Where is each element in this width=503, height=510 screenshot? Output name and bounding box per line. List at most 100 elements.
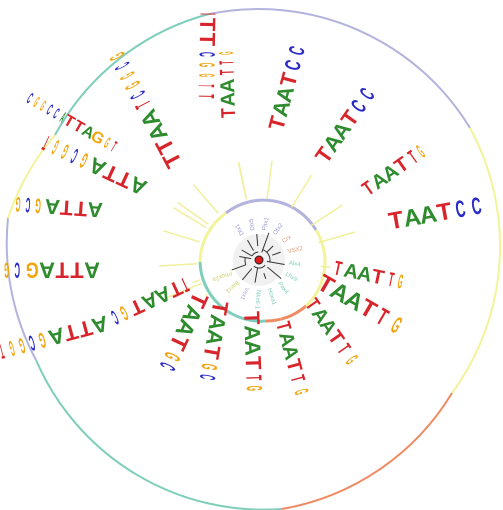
motif-letter: G (58, 139, 72, 163)
motif-letter: T (193, 84, 217, 87)
motif-letter: C (470, 192, 484, 221)
outer-ring-salmon-bottom (281, 392, 453, 510)
motif-letter: A (267, 98, 295, 120)
spoke-line (205, 293, 208, 297)
name-label: Alx4 (288, 261, 301, 269)
motif-letter: T (195, 32, 220, 46)
tree-branch (254, 267, 259, 283)
motif-letter: T (0, 338, 6, 363)
name-label: Phox2a (211, 269, 233, 282)
motif-letter: G (194, 73, 218, 77)
name-label: Dlx1 (234, 222, 246, 236)
motif-letter: C (453, 195, 467, 224)
motif-letter: G (194, 63, 219, 68)
motif-letter: A (39, 257, 55, 282)
motif-letter: T (217, 60, 239, 64)
inner-ring-lavender (225, 198, 318, 231)
motif-letter: T (217, 69, 239, 76)
motif-letter: C (14, 257, 20, 281)
motif-letter: A (240, 340, 266, 357)
tree-branch (266, 245, 274, 253)
tree-branch (239, 256, 252, 260)
motif-letter: C (280, 58, 306, 73)
motif-letter: G (15, 192, 21, 215)
spoke-line (266, 160, 273, 199)
motif-letter: A (217, 78, 239, 93)
motif-letter: I (195, 13, 219, 15)
name-label: Dlx5 (249, 217, 257, 230)
outer-ring-lavender-left (5, 217, 37, 361)
motif-letter: A (84, 257, 100, 282)
name-label: Nkx6-1 (253, 290, 260, 310)
tree-arc (253, 264, 266, 269)
motif-letter: A (240, 325, 266, 342)
tree-arc (262, 249, 271, 262)
outer-ring-teal-bottom (35, 359, 283, 510)
name-label: Otx2 (273, 222, 285, 236)
outer-ring-teal-top (54, 13, 210, 136)
tree-branch (241, 249, 253, 257)
outer-ring (5, 8, 502, 510)
spoke-line (173, 207, 207, 229)
inner-ring-salmon (265, 304, 307, 323)
motif-letter: T (239, 311, 264, 326)
spoke-line (320, 265, 331, 268)
motif-letter: A (274, 330, 299, 350)
motif-letter: T (206, 299, 233, 317)
motif-letter: T (332, 257, 344, 280)
motif-letter: A (278, 343, 303, 363)
outer-ring-yellow-left (7, 134, 56, 219)
motif-letter: A (201, 327, 228, 347)
motif-letter: T (241, 356, 266, 371)
spoke-line (192, 279, 201, 284)
motif-letter: C (25, 192, 31, 215)
spoke-line (192, 184, 219, 214)
motif-letter: G (34, 193, 41, 216)
motif-letter: G (37, 98, 49, 115)
motif-letter: G (6, 335, 17, 360)
motif-letter: T (435, 198, 454, 227)
motif-letter: T (73, 196, 88, 220)
motif-letter: T (241, 375, 266, 382)
motif-letter: A (342, 260, 361, 285)
motif-letter: T (39, 130, 53, 154)
root-node (254, 255, 264, 265)
motif-letter: T (193, 94, 217, 98)
motif-letter: G (216, 51, 238, 55)
motif-letter: T (198, 343, 225, 361)
motif-letter: G (16, 333, 27, 358)
motif-letter: T (55, 257, 69, 282)
name-label: Barx1 (224, 279, 240, 295)
tree-arc (251, 251, 259, 257)
motif-letter: T (386, 269, 396, 292)
tree-branch (267, 266, 282, 280)
motif-letter: A (87, 197, 104, 221)
motif-letter: T (286, 373, 308, 385)
motif-letter: T (195, 18, 220, 32)
tree-branch (247, 239, 254, 251)
motif-letter: A (401, 203, 423, 233)
motif-letter: A (203, 313, 230, 333)
motif-letter: A (89, 311, 111, 339)
motif-letter: A (355, 262, 374, 287)
motif-letter: T (70, 257, 84, 282)
name-label: Hoxa1 (266, 288, 277, 307)
motif-letter: G (289, 387, 311, 397)
motif-letter: C (283, 43, 310, 57)
motif-letter: G (340, 352, 360, 368)
dendrogram (231, 232, 285, 283)
motif-letter: T (369, 265, 386, 289)
inner-ring-yellow-left (198, 211, 227, 263)
spokes (159, 160, 356, 319)
